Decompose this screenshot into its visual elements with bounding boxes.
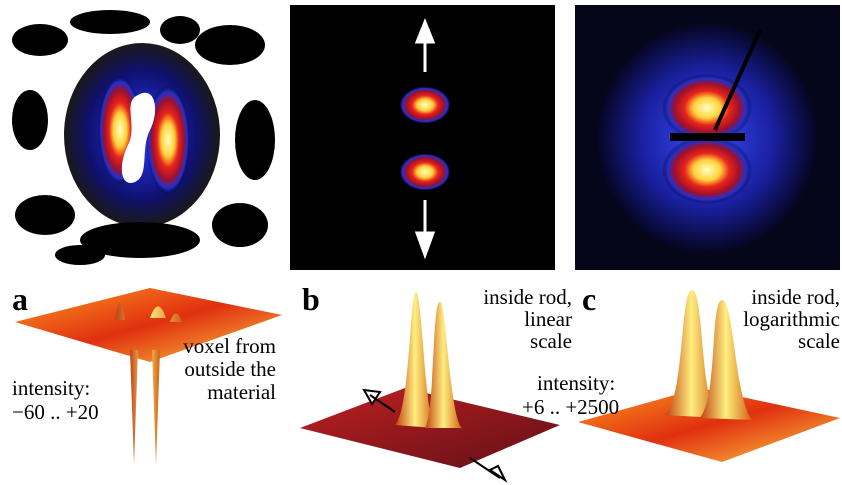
note: scale [530, 329, 572, 353]
note: inside rod, [483, 285, 572, 309]
note: linear [524, 307, 572, 331]
figure: a b c intensity: −60 .. +20 voxel from o… [0, 0, 842, 485]
peak [399, 153, 451, 191]
note: scale [798, 329, 840, 353]
background [290, 5, 555, 270]
note: material [207, 380, 276, 404]
peak [399, 86, 451, 124]
peak [662, 74, 752, 142]
peak [662, 136, 752, 204]
note: logarithmic [743, 307, 840, 331]
note: −60 .. +20 [12, 400, 99, 424]
beamstop [670, 133, 745, 141]
panel-label: b [302, 281, 320, 317]
spikes [130, 350, 160, 465]
surface-b [300, 292, 560, 480]
panel-label: c [582, 281, 596, 317]
note: voxel from [183, 334, 276, 358]
panel-label: a [12, 281, 28, 317]
note: outside the [184, 357, 276, 381]
note: intensity: [12, 376, 90, 400]
note: +6 .. +2500 [522, 395, 619, 419]
image-a [10, 5, 275, 270]
note: intensity: [537, 371, 615, 395]
note: inside rod, [751, 285, 840, 309]
image-c [575, 5, 840, 270]
image-b [290, 5, 555, 270]
